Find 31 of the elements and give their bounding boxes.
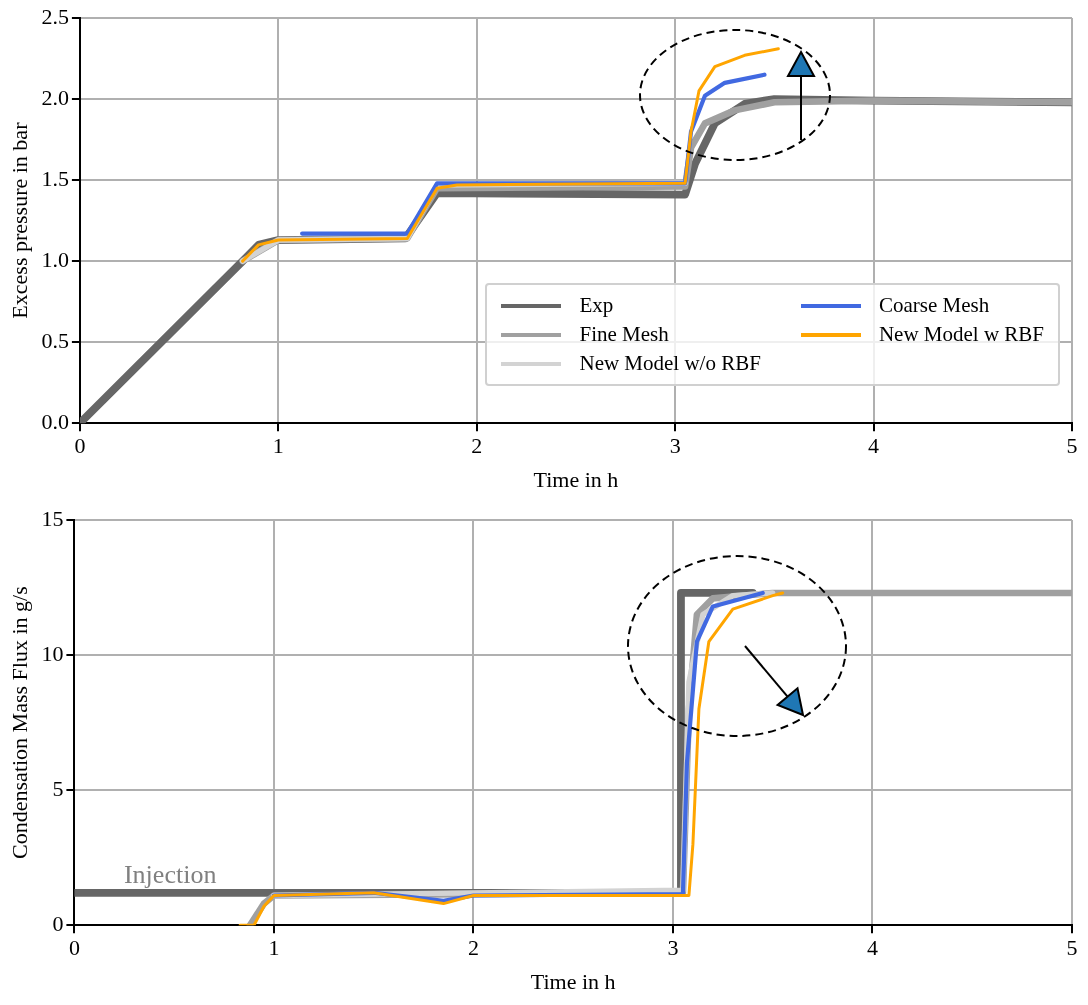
x-tick-label: 2 <box>471 433 483 459</box>
x-tick-label: 0 <box>74 433 86 459</box>
x-tick-label: 1 <box>272 433 284 459</box>
y-axis-title: Excess pressure in bar <box>6 121 32 319</box>
y-tick-label: 1.5 <box>41 165 69 191</box>
x-axis-title: Time in h <box>530 968 616 994</box>
x-tick-label: 1 <box>268 935 280 961</box>
x-tick-label: 4 <box>868 433 880 459</box>
legend-label: Exp <box>579 293 614 319</box>
x-tick-label: 5 <box>1066 433 1078 459</box>
x-axis-title: Time in h <box>533 466 619 492</box>
y-tick-label: 0.0 <box>41 408 69 434</box>
y-tick-label: 10 <box>41 640 64 666</box>
x-tick-label: 4 <box>866 935 878 961</box>
x-tick-label: 3 <box>669 433 681 459</box>
legend-label: New Model w RBF <box>878 322 1044 348</box>
y-tick-label: 0 <box>52 910 64 936</box>
legend-label: New Model w/o RBF <box>579 351 761 377</box>
y-tick-label: 5 <box>52 775 64 801</box>
x-tick-label: 5 <box>1066 935 1078 961</box>
y-tick-label: 15 <box>41 505 64 531</box>
annotation: Injection <box>123 859 217 889</box>
legend-label: Fine Mesh <box>579 322 669 348</box>
y-tick-label: 0.5 <box>41 327 69 353</box>
y-tick-label: 2.5 <box>41 3 69 29</box>
legend-label: Coarse Mesh <box>878 293 990 319</box>
y-tick-label: 2.0 <box>41 84 69 110</box>
x-tick-label: 2 <box>467 935 479 961</box>
y-axis-title: Condensation Mass Flux in g/s <box>6 586 32 859</box>
x-tick-label: 3 <box>667 935 679 961</box>
y-tick-label: 1.0 <box>41 246 69 272</box>
